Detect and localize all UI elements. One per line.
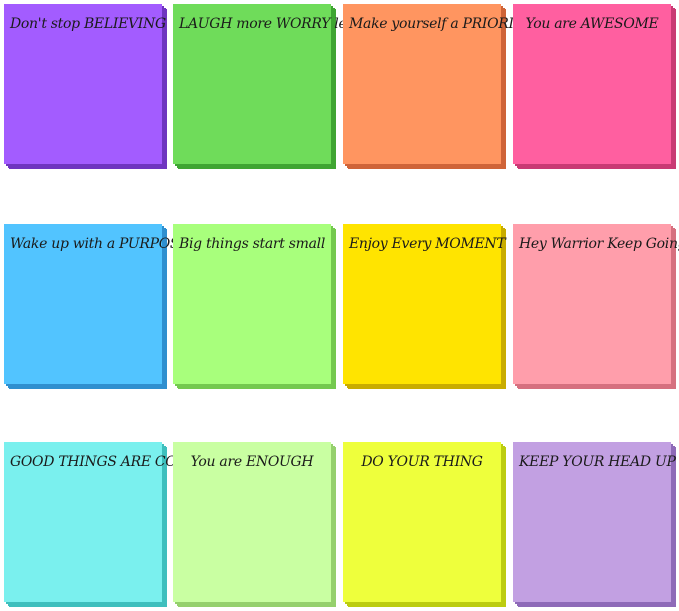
sticky-note: DO YOUR THING xyxy=(343,442,501,602)
note-text: Hey Warrior Keep Going xyxy=(519,236,679,252)
note-text: LAUGH more WORRY less xyxy=(179,16,361,32)
note-text: Wake up with a PURPOSE xyxy=(10,236,190,252)
sticky-note: KEEP YOUR HEAD UP xyxy=(513,442,676,602)
note-text: Enjoy Every MOMENT xyxy=(349,236,506,252)
note-text: You are ENOUGH xyxy=(190,454,314,470)
note-text: GOOD THINGS ARE COMING xyxy=(10,454,219,470)
note-text: DO YOUR THING xyxy=(361,454,483,470)
sticky-note: Wake up with a PURPOSE xyxy=(4,224,190,384)
note-text: Don't stop BELIEVING xyxy=(10,16,166,32)
note-text: KEEP YOUR HEAD UP xyxy=(519,454,676,470)
sticky-note: You are ENOUGH xyxy=(173,442,331,602)
sticky-note: You are AWESOME xyxy=(513,4,671,164)
sticky-note: Don't stop BELIEVING xyxy=(4,4,166,164)
sticky-note: LAUGH more WORRY less xyxy=(173,4,361,164)
sticky-note: Hey Warrior Keep Going xyxy=(513,224,679,384)
sticky-note: Make yourself a PRIORITY xyxy=(343,4,532,164)
note-text: Big things start small xyxy=(179,236,325,252)
sticky-note: GOOD THINGS ARE COMING xyxy=(4,442,219,602)
sticky-note: Big things start small xyxy=(173,224,331,384)
sticky-note: Enjoy Every MOMENT xyxy=(343,224,506,384)
note-text: Make yourself a PRIORITY xyxy=(349,16,532,32)
note-text: You are AWESOME xyxy=(525,16,659,32)
